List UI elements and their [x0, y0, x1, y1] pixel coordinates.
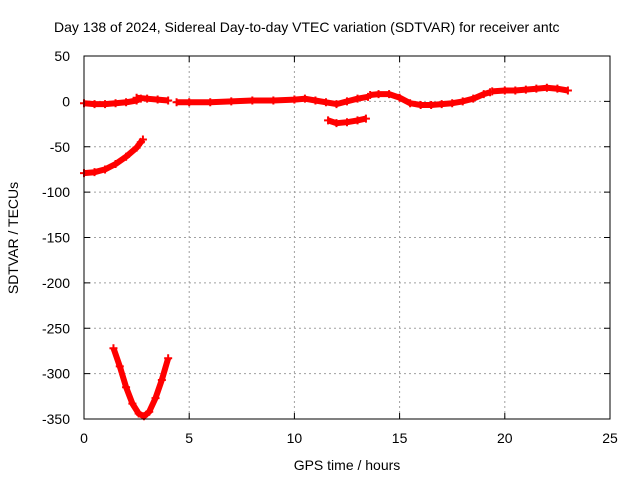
- grid-layer: [84, 56, 610, 419]
- x-tick-label: 10: [287, 430, 303, 446]
- y-tick-label: 50: [54, 48, 70, 64]
- y-tick-label: 0: [62, 93, 70, 109]
- data-point: [290, 95, 299, 104]
- data-point: [90, 100, 99, 109]
- data-point: [132, 93, 141, 102]
- data-point: [343, 97, 351, 106]
- data-point: [395, 93, 404, 102]
- data-point: [332, 100, 341, 109]
- data-point: [542, 83, 551, 92]
- data-point: [227, 97, 236, 106]
- data-point: [115, 362, 124, 371]
- series-layer: [80, 83, 572, 421]
- data-point: [122, 98, 131, 107]
- data-point: [500, 86, 509, 95]
- y-axis-label: SDTVAR / TECUs: [5, 182, 21, 294]
- data-point: [343, 118, 351, 127]
- y-tick-label: -200: [42, 275, 70, 291]
- data-point: [157, 375, 166, 384]
- x-tick-label: 20: [497, 430, 513, 446]
- data-point: [145, 407, 154, 416]
- y-tick-label: -300: [42, 366, 70, 382]
- x-tick-label: 5: [185, 430, 193, 446]
- y-tick-label: -250: [42, 320, 70, 336]
- data-point: [269, 96, 278, 105]
- data-point: [101, 100, 110, 109]
- data-point: [109, 344, 118, 353]
- data-point: [153, 95, 162, 104]
- data-point: [416, 101, 425, 110]
- data-point: [134, 409, 143, 418]
- y-tick-label: -100: [42, 184, 70, 200]
- data-point: [332, 119, 341, 128]
- data-point: [521, 85, 530, 94]
- data-point: [321, 98, 330, 107]
- data-point: [172, 98, 181, 107]
- data-point: [324, 116, 333, 125]
- series-segment-2: [136, 94, 169, 104]
- data-point: [101, 165, 110, 174]
- data-point: [511, 86, 520, 95]
- x-tick-label: 0: [80, 430, 88, 446]
- data-point: [361, 114, 370, 123]
- data-point: [488, 87, 497, 96]
- x-axis-label: GPS time / hours: [294, 457, 401, 473]
- series-segment-7: [83, 137, 146, 177]
- data-point: [248, 96, 257, 105]
- data-point: [366, 91, 375, 100]
- tick-layer: [83, 55, 611, 420]
- x-tick-label: 15: [392, 430, 408, 446]
- data-point: [563, 86, 572, 95]
- data-point: [448, 99, 457, 108]
- data-point: [553, 84, 562, 93]
- data-point: [353, 116, 362, 125]
- data-point: [353, 94, 362, 103]
- data-point: [300, 94, 309, 103]
- data-point: [406, 99, 415, 108]
- series-segment-8: [110, 347, 172, 420]
- y-tick-labels: 50 0 -50 -100 -150 -200 -250 -300 -350: [42, 48, 70, 427]
- data-point: [469, 94, 478, 103]
- y-tick-label: -150: [42, 230, 70, 246]
- data-point: [111, 99, 120, 108]
- data-point: [206, 98, 215, 107]
- chart-title: Day 138 of 2024, Sidereal Day-to-day VTE…: [54, 19, 560, 35]
- data-point: [138, 135, 147, 144]
- data-point: [479, 90, 488, 99]
- data-point: [90, 168, 99, 177]
- data-point: [164, 354, 173, 363]
- data-point: [151, 394, 160, 403]
- data-point: [111, 159, 120, 168]
- data-point: [185, 98, 194, 107]
- y-tick-label: -50: [50, 139, 70, 155]
- data-point: [385, 90, 394, 99]
- data-point: [122, 152, 131, 161]
- data-point: [164, 96, 173, 105]
- x-tick-labels: 0 5 10 15 20 25: [80, 430, 618, 446]
- data-point: [427, 101, 436, 110]
- data-point: [374, 90, 383, 99]
- data-point: [143, 94, 152, 103]
- data-point: [132, 143, 141, 152]
- data-point: [458, 97, 467, 106]
- data-point: [311, 96, 320, 105]
- data-point: [128, 399, 137, 408]
- x-tick-label: 25: [602, 430, 618, 446]
- data-point: [532, 84, 541, 93]
- data-point: [437, 100, 446, 109]
- data-point: [122, 383, 131, 392]
- plot-frame: [83, 55, 611, 420]
- y-tick-label: -350: [42, 411, 70, 427]
